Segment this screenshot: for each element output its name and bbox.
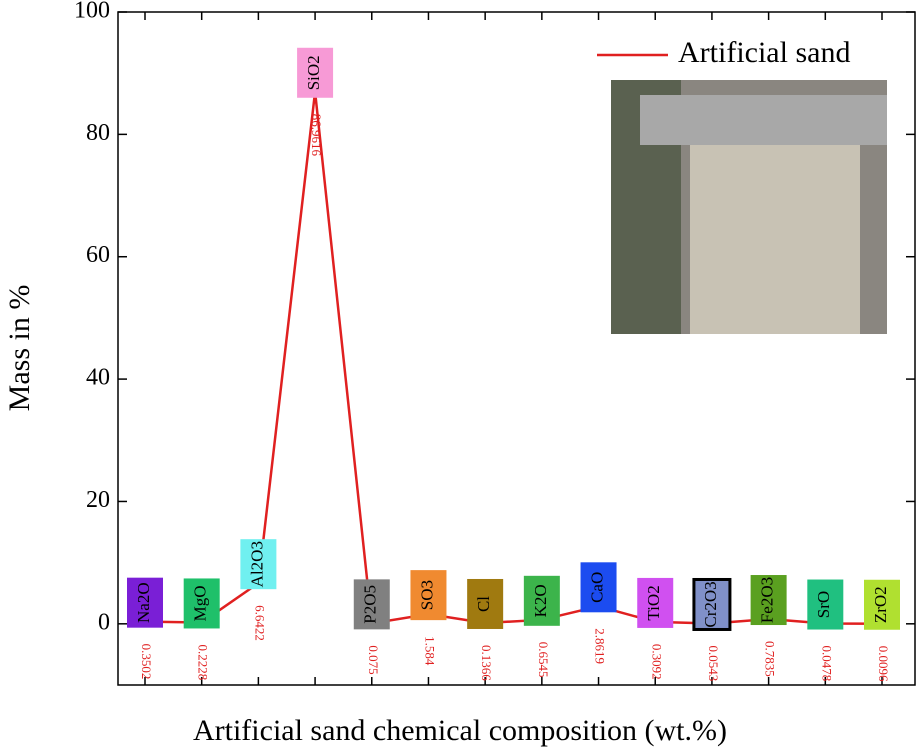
- value-label: 0.2228: [196, 644, 211, 680]
- category-label: SO3: [417, 580, 436, 610]
- value-label: 0.3092: [649, 644, 664, 680]
- value-label: 0.6545: [536, 642, 551, 678]
- y-tick-label: 40: [86, 365, 110, 391]
- value-label: 0.075: [366, 645, 381, 674]
- value-label: 0.0478: [819, 646, 834, 682]
- category-box: [807, 579, 844, 630]
- category-label: SrO: [814, 591, 833, 618]
- category-label: Al2O3: [247, 541, 266, 587]
- category-box: [864, 579, 900, 630]
- category-box: [523, 575, 560, 626]
- category-box: [467, 578, 504, 629]
- category-box: [240, 539, 277, 590]
- category-label: TiO2: [644, 585, 663, 620]
- category-label: MgO: [191, 586, 210, 622]
- category-box: [750, 575, 787, 626]
- category-label: ZrO2: [871, 586, 890, 623]
- y-tick-label: 80: [86, 120, 110, 146]
- category-label: SiO2: [304, 55, 323, 90]
- category-box: [297, 47, 334, 98]
- value-label: 0.1366: [479, 645, 494, 681]
- category-box: [183, 578, 220, 629]
- x-axis-title: Artificial sand chemical composition (wt…: [193, 714, 727, 747]
- value-label: 2.8619: [593, 628, 608, 664]
- category-label: Na2O: [134, 582, 153, 623]
- category-label: Cl: [474, 596, 493, 612]
- legend-label: Artificial sand: [678, 36, 850, 69]
- category-label: Cr2O3: [701, 581, 720, 627]
- value-label: 0.0543: [706, 645, 721, 681]
- category-box: [353, 579, 390, 630]
- value-label: 0.7835: [763, 641, 778, 677]
- y-axis-title: Mass in %: [3, 285, 36, 412]
- value-label: 6.6422: [252, 605, 267, 641]
- category-box: [580, 562, 617, 613]
- value-label: 0.3502: [139, 644, 154, 680]
- value-label: 86.9616: [309, 114, 324, 157]
- y-tick-label: 60: [86, 242, 110, 268]
- category-box: [692, 577, 732, 631]
- category-box: [637, 577, 674, 628]
- category-label: Fe2O3: [758, 577, 777, 623]
- category-label: K2O: [531, 584, 550, 617]
- category-label: P2O5: [361, 585, 380, 624]
- y-tick-label: 0: [98, 609, 110, 635]
- y-tick-label: 100: [74, 0, 110, 24]
- category-label: CaO: [587, 572, 606, 603]
- value-label: 1.584: [422, 636, 437, 666]
- category-box: [410, 570, 447, 621]
- inset-photo-sand: [690, 140, 860, 334]
- inset-photo-caliper: [640, 95, 887, 145]
- category-box: [127, 577, 163, 628]
- value-label: 0.0096: [876, 646, 891, 682]
- plot-frame: [117, 11, 916, 686]
- y-tick-label: 20: [86, 487, 110, 513]
